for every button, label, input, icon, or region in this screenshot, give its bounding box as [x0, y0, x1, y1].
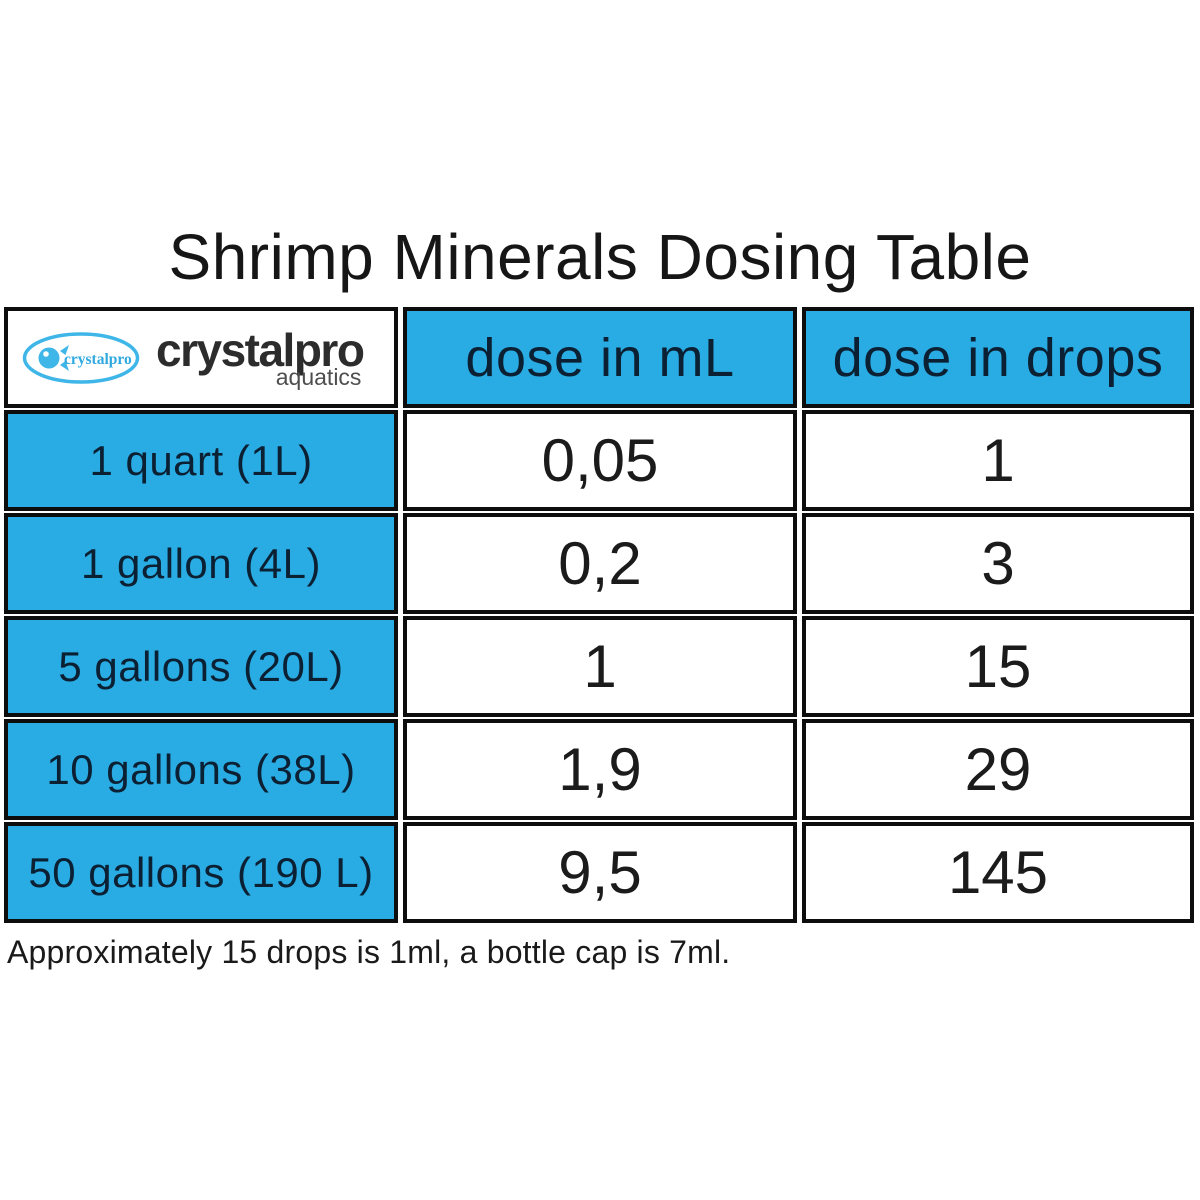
row-dose-ml: 1,9 [403, 719, 797, 820]
brand-cell: crystalpro crystalpro aquatics [4, 307, 398, 408]
row-label: 50 gallons (190 L) [4, 822, 398, 923]
row-dose-drops: 145 [802, 822, 1194, 923]
row-dose-drops: 15 [802, 616, 1194, 717]
row-dose-drops: 1 [802, 410, 1194, 511]
badge-text: crystalpro [64, 351, 132, 368]
fish-icon [38, 347, 60, 368]
row-dose-ml: 0,2 [403, 513, 797, 614]
row-dose-drops: 29 [802, 719, 1194, 820]
header-dose-drops: dose in drops [802, 307, 1194, 408]
brand-wordmark-group: crystalpro aquatics [156, 323, 365, 390]
row-dose-ml: 0,05 [403, 410, 797, 511]
brand-wordmark-sub: aquatics [275, 363, 362, 390]
header-dose-ml: dose in mL [403, 307, 797, 408]
row-label: 5 gallons (20L) [4, 616, 398, 717]
footnote: Approximately 15 drops is 1ml, a bottle … [7, 934, 731, 970]
page-title: Shrimp Minerals Dosing Table [168, 221, 1032, 293]
row-dose-ml: 9,5 [403, 822, 797, 923]
row-label: 1 gallon (4L) [4, 513, 398, 614]
row-dose-drops: 3 [802, 513, 1194, 614]
brand-wordmark: crystalpro [156, 323, 365, 376]
row-label: 1 quart (1L) [4, 410, 398, 511]
dosing-table: crystalpro crystalpro aquatics dose in m… [4, 307, 1194, 923]
row-dose-ml: 1 [403, 616, 797, 717]
crystalpro-badge-logo: crystalpro [22, 331, 140, 384]
row-label: 10 gallons (38L) [4, 719, 398, 820]
